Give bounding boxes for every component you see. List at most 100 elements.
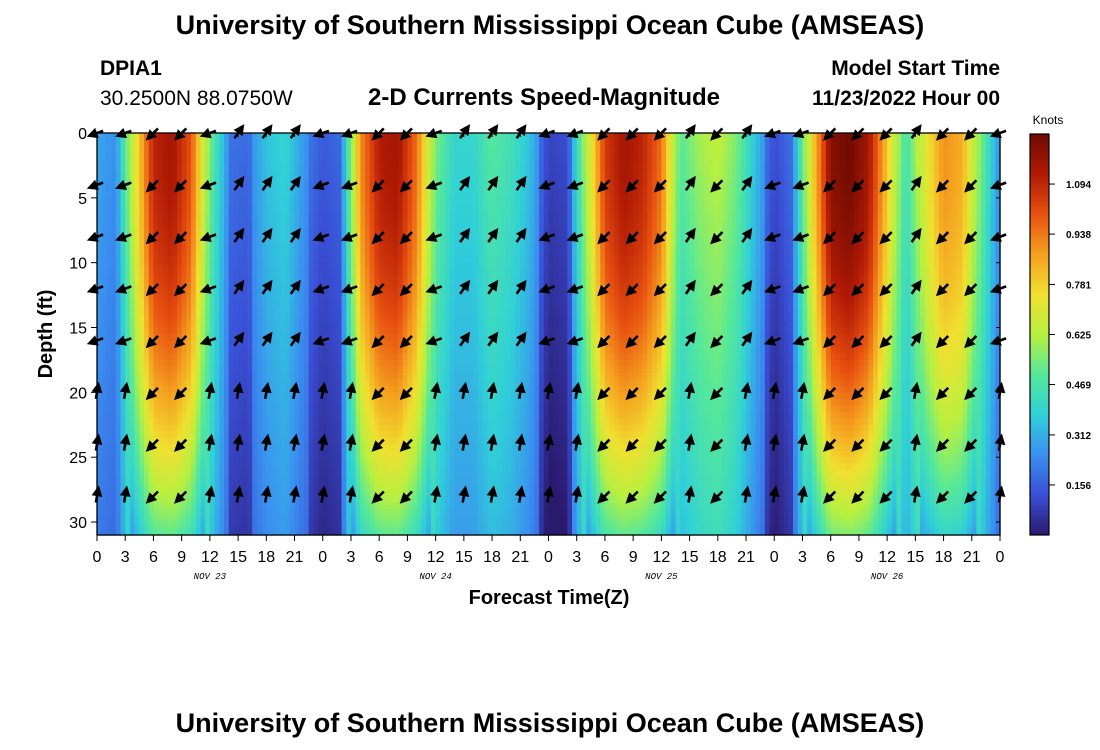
heatmap-cell [407,444,413,452]
heatmap-cell [454,133,460,141]
heatmap-cell [407,366,413,374]
heatmap-cell [219,483,225,491]
heatmap-cell [318,314,324,322]
heatmap-cell [205,165,211,173]
heatmap-cell [256,301,263,309]
heatmap-cell [228,139,234,147]
heatmap-cell [313,275,319,283]
heatmap-cell [365,437,371,445]
heatmap-cell [238,502,244,510]
heatmap-cell [350,145,357,154]
heatmap-cell [247,424,253,432]
heatmap-cell [106,204,112,212]
heatmap-cell [402,457,408,465]
heatmap-cell [191,522,197,530]
heatmap-cell [186,282,192,290]
heatmap-cell [242,372,249,380]
heatmap-cell [402,470,408,478]
heatmap-cell [261,431,267,439]
heatmap-cell [341,321,347,329]
heatmap-cell [435,476,441,484]
heatmap-cell [101,411,107,419]
heatmap-cell [158,158,164,167]
heatmap-cell [134,236,140,244]
heatmap-cell [454,314,460,322]
heatmap-cell [303,308,310,316]
heatmap-cell [445,256,451,264]
heatmap-cell [167,178,173,186]
heatmap-cell [195,372,202,380]
heatmap-cell [463,249,470,257]
heatmap-cell [440,152,446,160]
heatmap-cell [191,483,197,491]
heatmap-cell [162,184,169,192]
heatmap-cell [360,359,366,368]
heatmap-cell [176,204,183,212]
heatmap-cell [280,152,286,160]
heatmap-cell [153,288,159,296]
heatmap-cell [468,346,474,355]
heatmap-cell [238,262,244,270]
heatmap-cell [252,398,258,406]
heatmap-cell [256,295,263,303]
heatmap-cell [473,152,479,160]
heatmap-cell [238,366,244,374]
heatmap-cell [322,483,329,491]
heatmap-cell [261,152,267,160]
heatmap-cell [167,418,173,426]
heatmap-cell [111,483,117,491]
heatmap-cell [369,321,376,329]
heatmap-cell [379,483,385,491]
heatmap-cell [426,223,432,231]
heatmap-cell [209,178,216,186]
heatmap-cell [407,515,413,523]
heatmap-cell [393,450,399,458]
heatmap-cell [459,327,465,335]
heatmap-cell [219,308,225,316]
heatmap-cell [115,359,122,368]
heatmap-cell [440,411,446,419]
heatmap-cell [454,249,460,257]
heatmap-cell [308,392,314,400]
heatmap-cell [195,476,202,484]
heatmap-cell [379,158,385,167]
heatmap-cell [158,197,164,205]
heatmap-cell [158,139,164,147]
heatmap-cell [181,515,187,523]
heatmap-cell [191,353,197,361]
heatmap-cell [398,502,404,510]
heatmap-cell [120,171,126,179]
heatmap-cell [106,275,112,283]
heatmap-cell [115,444,122,452]
heatmap-cell [191,398,197,406]
heatmap-cell [308,184,314,192]
heatmap-cell [111,262,117,270]
heatmap-cell [350,327,357,335]
heatmap-cell [200,483,206,491]
heatmap-cell [468,502,474,510]
heatmap-cell [402,476,408,484]
heatmap-cell [369,145,376,154]
heatmap-cell [285,139,291,147]
heatmap-cell [115,210,122,218]
heatmap-cell [134,359,140,368]
heatmap-cell [459,191,465,199]
heatmap-cell [238,398,244,406]
heatmap-cell [275,346,282,355]
heatmap-cell [445,236,451,244]
heatmap-cell [129,515,136,523]
heatmap-cell [219,269,225,277]
heatmap-cell [176,418,183,426]
heatmap-cell [97,133,103,141]
heatmap-cell [430,353,437,361]
heatmap-cell [106,418,112,426]
heatmap-cell [280,463,286,471]
heatmap-cell [172,262,178,270]
heatmap-cell [468,165,474,173]
heatmap-cell [303,359,310,368]
heatmap-cell [430,450,437,458]
heatmap-cell [97,308,103,316]
heatmap-cell [313,152,319,160]
heatmap-cell [346,372,352,380]
heatmap-cell [341,431,347,439]
